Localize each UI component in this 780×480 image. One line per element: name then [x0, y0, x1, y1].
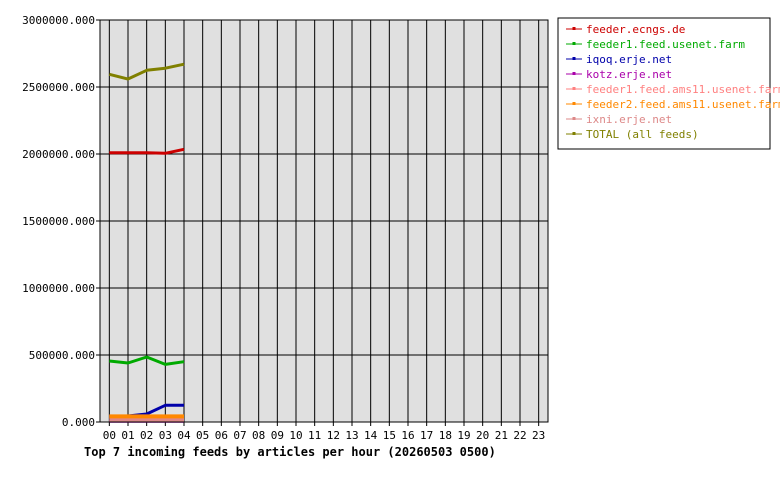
x-tick-label: 12 [327, 429, 340, 442]
y-tick-label: 500000.000 [29, 349, 95, 362]
legend-label: kotz.erje.net [586, 68, 672, 81]
x-tick-label: 18 [439, 429, 452, 442]
y-tick-label: 0.000 [62, 416, 95, 429]
x-tick-label: 17 [420, 429, 433, 442]
x-tick-label: 19 [457, 429, 470, 442]
y-tick-label: 3000000.000 [22, 14, 95, 27]
legend-swatch-marker [572, 27, 576, 30]
y-tick-label: 2500000.000 [22, 81, 95, 94]
legend-label: feeder.ecngs.de [586, 23, 685, 36]
x-tick-label: 23 [532, 429, 545, 442]
plot-border [99, 19, 549, 423]
legend-swatch-marker [572, 72, 576, 75]
legend: feeder.ecngs.de feeder1.feed.usenet.farm i… [557, 17, 780, 150]
legend-label: TOTAL (all feeds) [586, 128, 699, 141]
chart-title: Top 7 incoming feeds by articles per hou… [84, 445, 496, 459]
legend-box [557, 17, 771, 150]
y-tick-label: 1000000.000 [22, 282, 95, 295]
x-tick-label: 07 [233, 429, 246, 442]
y-tick-label: 2000000.000 [22, 148, 95, 161]
series-line [108, 62, 185, 81]
x-tick-label: 20 [476, 429, 489, 442]
series-lines [108, 62, 185, 423]
y-tick-label: 1500000.000 [22, 215, 95, 228]
x-tick-label: 10 [289, 429, 302, 442]
x-tick-label: 16 [401, 429, 414, 442]
legend-swatch-marker [572, 57, 576, 60]
legend-swatch-marker [572, 102, 576, 105]
legend-label: iqoq.erje.net [586, 53, 672, 66]
x-tick-label: 06 [215, 429, 228, 442]
grid-lines [100, 19, 548, 423]
x-tick-label: 09 [271, 429, 284, 442]
x-tick-label: 21 [495, 429, 508, 442]
x-tick-label: 14 [364, 429, 378, 442]
x-axis-ticks: 00 01 02 03 04 05 06 07 08 09 10 11 12 13 14 15 16 17 18 19… [103, 422, 545, 442]
x-tick-label: 02 [140, 429, 153, 442]
x-tick-label: 13 [345, 429, 358, 442]
y-axis-ticks: 0.000 500000.000 1000000.000 1500000.000 200… [22, 14, 100, 429]
x-tick-label: 08 [252, 429, 265, 442]
series-line [109, 355, 185, 366]
x-tick-label: 01 [121, 429, 134, 442]
x-tick-label: 04 [177, 429, 191, 442]
legend-swatch-marker [572, 87, 576, 90]
x-tick-label: 15 [383, 429, 396, 442]
legend-label: feeder2.feed.ams11.usenet.farm [586, 98, 780, 111]
legend-label: ixni.erje.net [586, 113, 672, 126]
x-tick-label: 22 [513, 429, 526, 442]
legend-swatch-marker [572, 42, 576, 45]
x-tick-label: 05 [196, 429, 209, 442]
x-tick-label: 00 [103, 429, 116, 442]
x-tick-label: 03 [159, 429, 172, 442]
series-line [109, 147, 185, 155]
x-tick-label: 11 [308, 429, 321, 442]
legend-label: feeder1.feed.ams11.usenet.farm [586, 83, 780, 96]
legend-swatch-marker [572, 117, 576, 120]
legend-label: feeder1.feed.usenet.farm [586, 38, 745, 51]
legend-swatch-marker [572, 132, 576, 135]
